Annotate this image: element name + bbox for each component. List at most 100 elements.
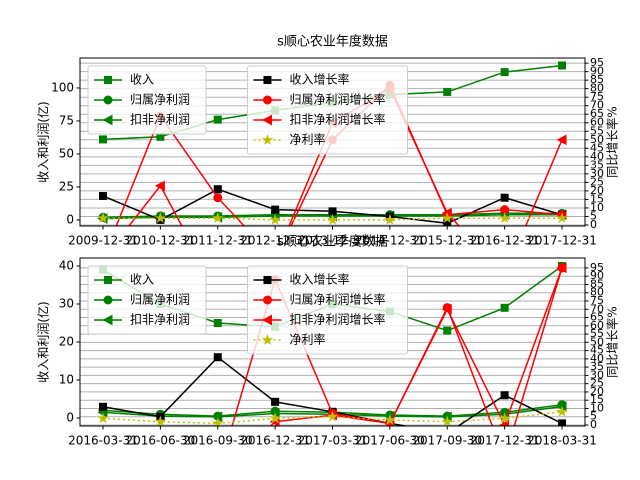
point	[384, 413, 396, 425]
y2-tick-label: 75	[590, 90, 604, 103]
point	[443, 326, 452, 335]
y2-tick-label: 95	[590, 56, 604, 69]
x-tick-label: 2015-12-31	[412, 234, 482, 248]
y-tick-label: 0	[66, 212, 74, 226]
point	[154, 212, 167, 224]
y2-tick-label: 25	[590, 175, 604, 188]
point	[500, 193, 509, 202]
point	[556, 212, 568, 224]
legend-label: 归属净利润增长率	[290, 92, 386, 107]
y2-tick-label: 55	[590, 327, 604, 340]
y2-axis-label: 同比增长率%	[605, 106, 620, 177]
x-tick-label: 2016-12-31	[240, 434, 310, 448]
legend-marker	[102, 314, 113, 326]
legend-marker	[102, 114, 113, 126]
legend-marker	[103, 295, 113, 305]
point	[558, 419, 566, 426]
point	[500, 391, 509, 400]
point	[212, 212, 224, 224]
legend-marker	[261, 334, 274, 345]
y2-tick-label: 70	[590, 302, 604, 315]
x-tick-label: 2018-03-31	[527, 434, 597, 448]
legend-label: 收入	[130, 73, 154, 87]
legend-label: 净利率	[290, 132, 326, 147]
point	[498, 412, 511, 424]
series-line	[103, 217, 562, 221]
y2-tick-label: 10	[590, 201, 604, 214]
x-tick-label: 2010-12-31	[126, 234, 196, 248]
chart-title: s顺心农业季度数据	[277, 234, 388, 250]
legend-marker	[263, 95, 272, 105]
x-tick-label: 2011-12-31	[183, 234, 253, 248]
point	[556, 262, 567, 274]
y2-tick-label: 20	[590, 385, 604, 398]
y2-tick-label: 70	[590, 99, 604, 112]
legend-label: 收入增长率	[290, 72, 350, 87]
x-tick-label: 2013-12-31	[298, 234, 368, 248]
y2-tick-label: 40	[590, 352, 604, 365]
series-line	[102, 411, 563, 425]
x-tick-label: 2016-03-31	[68, 434, 138, 448]
y2-tick-label: 80	[590, 286, 604, 299]
legend-label: 扣非净利润增长率	[290, 112, 386, 127]
legend-label: 扣非净利润	[130, 113, 190, 127]
y2-tick-label: 5	[590, 209, 597, 222]
point	[97, 212, 109, 224]
y2-tick-label: 80	[590, 82, 604, 95]
y2-tick-label: 75	[590, 294, 604, 307]
point	[556, 405, 568, 417]
y2-tick-label: 65	[590, 311, 604, 324]
point	[328, 207, 337, 216]
x-tick-label: 2017-09-30	[412, 434, 482, 448]
x-tick-label: 2016-09-30	[183, 434, 253, 448]
y2-tick-label: 90	[590, 65, 604, 78]
point	[443, 87, 452, 96]
legend-label: 净利率	[290, 332, 326, 347]
y2-tick-label: 85	[590, 277, 604, 290]
point	[558, 61, 566, 70]
y2-tick-label: 90	[590, 269, 604, 282]
legend-box	[247, 65, 408, 155]
point	[384, 213, 396, 225]
y2-tick-label: 85	[590, 73, 604, 86]
x-tick-label: 2012-12-31	[240, 234, 310, 248]
point	[213, 185, 222, 194]
y-tick-label: 10	[59, 373, 74, 387]
y2-tick-label: 95	[590, 261, 604, 274]
point	[154, 415, 167, 426]
y2-tick-label: 35	[590, 360, 604, 373]
point	[498, 212, 511, 224]
y2-tick-label: 20	[590, 184, 604, 197]
point	[326, 213, 339, 225]
y2-tick-label: 35	[590, 158, 604, 171]
legend-marker	[263, 276, 272, 284]
y2-tick-label: 50	[590, 335, 604, 348]
point	[441, 303, 452, 315]
legend-label: 归属净利润	[130, 93, 190, 107]
legend-marker	[104, 276, 112, 284]
y2-tick-label: 0	[590, 418, 597, 431]
x-tick-label: 2017-12-31	[470, 434, 540, 448]
y-tick-label: 30	[59, 296, 74, 310]
x-tick-label: 2016-06-30	[126, 434, 196, 448]
point	[271, 205, 280, 214]
y2-tick-label: 30	[590, 368, 604, 381]
y2-tick-label: 65	[590, 107, 604, 120]
y2-tick-label: 30	[590, 167, 604, 180]
legend-marker	[263, 295, 272, 305]
y2-tick-label: 45	[590, 344, 604, 357]
legend-marker	[104, 76, 112, 84]
point	[269, 213, 281, 225]
y2-tick-label: 60	[590, 319, 604, 332]
y-tick-label: 40	[59, 258, 74, 272]
legend-label: 收入	[130, 273, 154, 287]
y2-tick-label: 10	[590, 401, 604, 414]
y2-tick-label: 40	[590, 150, 604, 163]
y2-tick-label: 15	[590, 192, 604, 205]
point	[441, 415, 453, 426]
y2-tick-label: 25	[590, 377, 604, 390]
y-axis-label: 收入和利润(亿)	[36, 301, 51, 382]
chart-title: s顺心农业年度数据	[277, 34, 388, 50]
point	[213, 318, 222, 327]
y-tick-label: 100	[51, 80, 74, 94]
